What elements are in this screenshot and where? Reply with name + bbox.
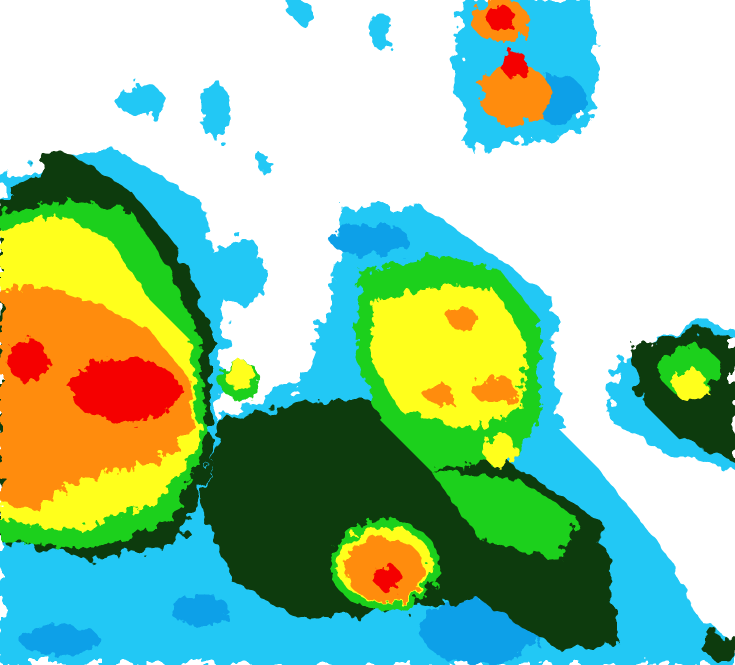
intensity-region [672,370,708,400]
blue-band [20,75,585,665]
intensity-region [502,51,528,79]
intensity-region [257,157,273,173]
intensity-region [70,358,180,422]
intensity-region [425,385,455,405]
intensity-region [374,566,402,590]
intensity-region [115,85,165,115]
intensity-region [8,338,48,382]
red-band [8,5,528,590]
intensity-region [700,633,735,657]
intensity-region [215,235,265,305]
intensity-region [370,10,390,50]
intensity-region [330,225,410,255]
intensity-region [20,625,100,655]
intensity-region [479,65,551,125]
intensity-region [201,80,229,140]
intensity-region [448,306,476,330]
intensity-region [226,360,254,390]
intensity-region [288,0,312,20]
intensity-region [430,470,580,560]
intensity-region [170,595,230,625]
intensity-region [486,5,514,31]
intensity-region [485,432,515,468]
intensity-region [473,376,517,404]
